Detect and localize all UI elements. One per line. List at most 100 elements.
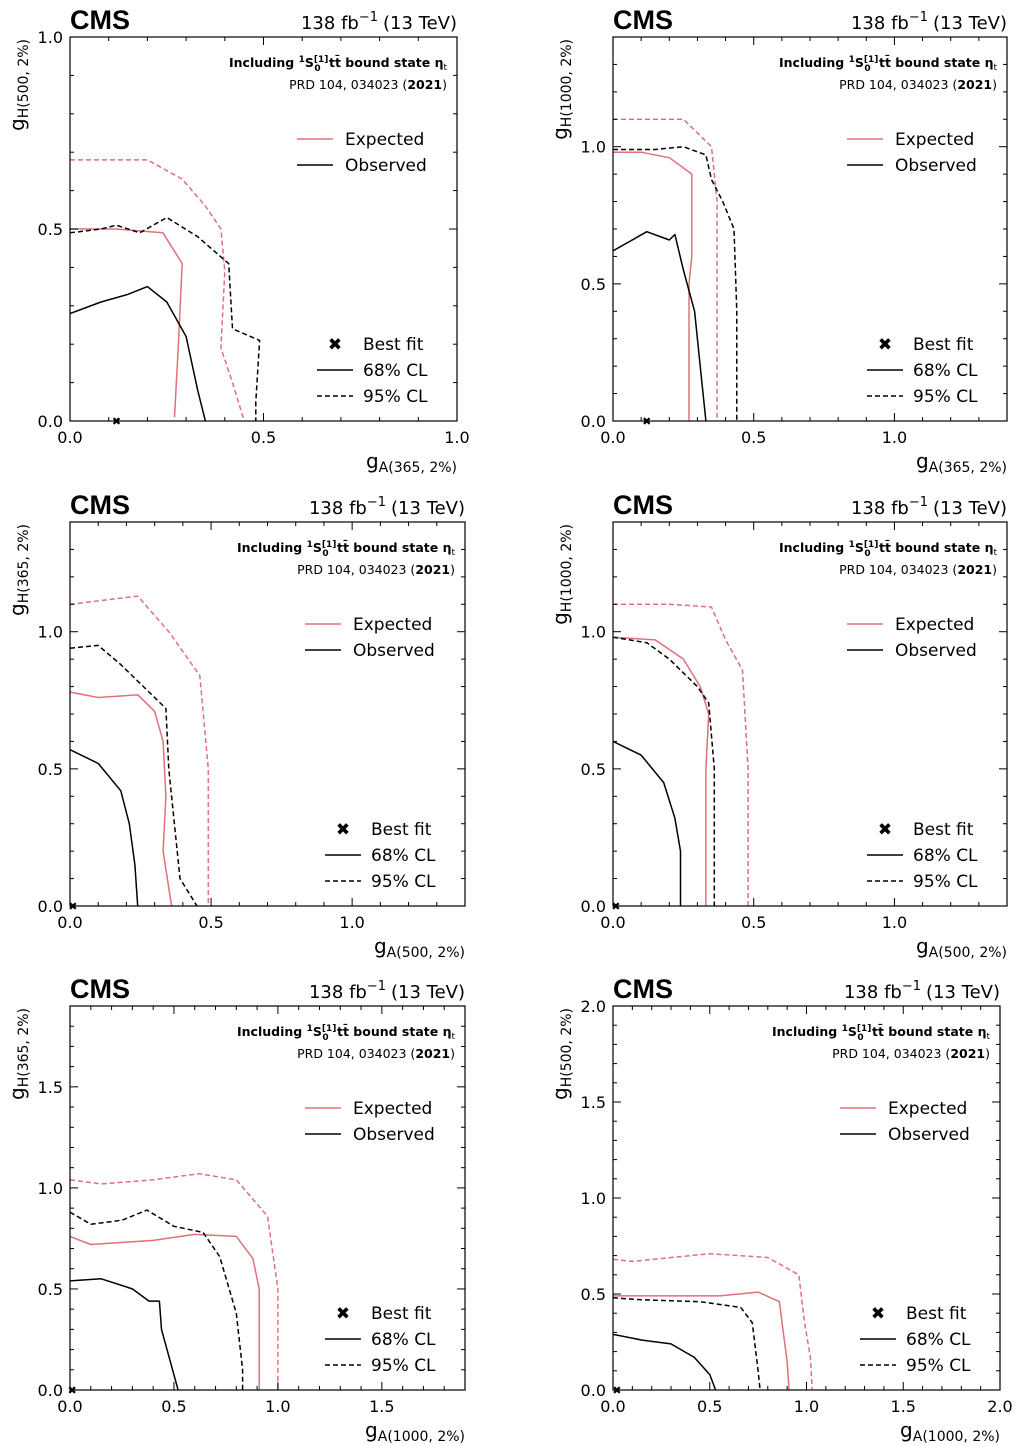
contours <box>70 159 261 421</box>
annotation-state: Including 1S[1] 0 tt̄ bound state ηt <box>237 1024 455 1043</box>
x-tick-label: 1.0 <box>265 1397 290 1416</box>
contour-observed-95 <box>613 145 738 421</box>
x-tick-label: 0.0 <box>57 428 82 447</box>
contour-expected-95 <box>70 595 210 906</box>
legend-bestfit-marker: ✖ <box>871 1304 885 1324</box>
contour-expected-95 <box>613 1252 814 1390</box>
contour-observed-95 <box>70 644 198 906</box>
legend-95-label: 95% CL <box>363 387 428 407</box>
contour-expected-95 <box>613 603 749 906</box>
contour-observed-68 <box>70 749 139 906</box>
lumi-label: 138 fb−1 (13 TeV) <box>844 979 1000 1003</box>
x-axis-label: gA(1000, 2%) <box>365 1418 465 1445</box>
panel-6: CMS 138 fb−1 (13 TeV) Including 1S[1] 0 tt̄ … <box>548 974 1013 1445</box>
contour-observed-95 <box>613 1297 761 1390</box>
reference-label: PRD 104, 034023 (2021) <box>289 77 447 92</box>
x-tick-label: 0.0 <box>57 913 82 932</box>
contour-observed-68 <box>613 740 682 906</box>
contours <box>613 1252 814 1390</box>
x-axis-label: gA(500, 2%) <box>916 934 1007 961</box>
legend-expected-label: Expected <box>895 130 974 150</box>
y-tick-label: 1.0 <box>38 28 63 47</box>
contour-observed-68 <box>613 1333 717 1390</box>
contour-observed-68 <box>70 285 207 421</box>
reference-label: PRD 104, 034023 (2021) <box>832 1046 990 1061</box>
annotation-state: Including 1S[1] 0 tt̄ bound state ηt <box>772 1024 990 1043</box>
contour-observed-95 <box>70 1209 244 1390</box>
cms-label: CMS <box>70 5 130 35</box>
legend-95-label: 95% CL <box>906 1356 971 1376</box>
annotation-state: Including 1S[1] 0 tt̄ bound state ηt <box>779 540 997 559</box>
panel-1: CMS 138 fb−1 (13 TeV) Including 1S[1] 0 tt̄ … <box>5 5 470 476</box>
y-tick-label: 0.0 <box>581 897 606 916</box>
contour-expected-68 <box>70 1233 260 1390</box>
panel-4: CMS 138 fb−1 (13 TeV) Including 1S[1] 0 tt̄ … <box>548 490 1008 961</box>
y-axis-label: gH(365, 2%) <box>5 524 32 616</box>
x-axis-label: gA(1000, 2%) <box>900 1418 1000 1445</box>
legend-bestfit-marker: ✖ <box>336 1304 350 1324</box>
lumi-label: 138 fb−1 (13 TeV) <box>301 10 457 34</box>
y-tick-label: 1.0 <box>581 623 606 642</box>
legend-bestfit-marker: ✖ <box>328 335 342 355</box>
contour-expected-68 <box>613 151 693 421</box>
legend-bestfit-label: Best fit <box>913 335 974 355</box>
ticks <box>612 1005 1001 1391</box>
annotation-state: Including 1S[1] 0 tt̄ bound state ηt <box>237 540 455 559</box>
y-tick-label: 0.0 <box>38 1381 63 1400</box>
x-tick-label: 0.5 <box>741 428 766 447</box>
ticks <box>69 521 466 907</box>
y-tick-label: 0.5 <box>581 275 606 294</box>
x-axis-label: gA(365, 2%) <box>366 449 457 476</box>
legend-95-label: 95% CL <box>371 1356 436 1376</box>
y-tick-label: 1.5 <box>581 1093 606 1112</box>
contour-expected-95 <box>70 159 245 421</box>
y-tick-label: 1.5 <box>38 1078 63 1097</box>
y-axis-label: gH(1000, 2%) <box>548 524 575 625</box>
legend-95-label: 95% CL <box>913 387 978 407</box>
lumi-label: 138 fb−1 (13 TeV) <box>309 495 465 519</box>
reference-label: PRD 104, 034023 (2021) <box>297 1046 455 1061</box>
annotation-state: Including 1S[1] 0 tt̄ bound state ηt <box>779 55 997 74</box>
x-tick-label: 1.0 <box>882 428 907 447</box>
y-tick-label: 1.0 <box>581 1189 606 1208</box>
reference-label: PRD 104, 034023 (2021) <box>839 77 997 92</box>
y-tick-label: 1.0 <box>38 623 63 642</box>
x-tick-label: 2.0 <box>987 1397 1012 1416</box>
legend-68-label: 68% CL <box>371 846 436 866</box>
legend-expected-label: Expected <box>895 615 974 635</box>
legend-observed-label: Observed <box>895 641 977 661</box>
cms-label: CMS <box>70 974 130 1004</box>
x-tick-label: 1.0 <box>882 913 907 932</box>
lumi-label: 138 fb−1 (13 TeV) <box>851 10 1007 34</box>
cms-label: CMS <box>70 490 130 520</box>
legend-observed-label: Observed <box>353 1125 435 1145</box>
legend-observed-label: Observed <box>895 156 977 176</box>
y-tick-label: 1.0 <box>581 138 606 157</box>
legend-bestfit-label: Best fit <box>913 820 974 840</box>
contour-expected-68 <box>613 636 710 906</box>
y-tick-label: 0.5 <box>38 1280 63 1299</box>
contour-expected-68 <box>613 1291 790 1390</box>
annotation-state: Including 1S[1] 0 tt̄ bound state ηt <box>229 55 447 74</box>
cms-label: CMS <box>613 974 673 1004</box>
y-tick-label: 1.0 <box>38 1179 63 1198</box>
legend-observed-label: Observed <box>888 1125 970 1145</box>
x-tick-label: 0.5 <box>161 1397 186 1416</box>
legend-bestfit-label: Best fit <box>371 820 432 840</box>
panel-5: CMS 138 fb−1 (13 TeV) Including 1S[1] 0 tt̄ … <box>5 974 466 1445</box>
reference-label: PRD 104, 034023 (2021) <box>297 562 455 577</box>
ticks <box>612 521 1008 907</box>
legend-expected-label: Expected <box>353 1099 432 1119</box>
y-axis-label: gH(1000, 2%) <box>548 39 575 140</box>
legend-68-label: 68% CL <box>913 846 978 866</box>
y-axis-label: gH(365, 2%) <box>5 1008 32 1100</box>
x-tick-label: 1.0 <box>339 913 364 932</box>
legend-observed-label: Observed <box>353 641 435 661</box>
x-tick-label: 0.0 <box>600 913 625 932</box>
x-tick-label: 0.0 <box>600 428 625 447</box>
contour-observed-95 <box>70 216 261 421</box>
x-tick-label: 1.0 <box>794 1397 819 1416</box>
contour-observed-95 <box>613 636 716 906</box>
x-tick-label: 0.5 <box>251 428 276 447</box>
